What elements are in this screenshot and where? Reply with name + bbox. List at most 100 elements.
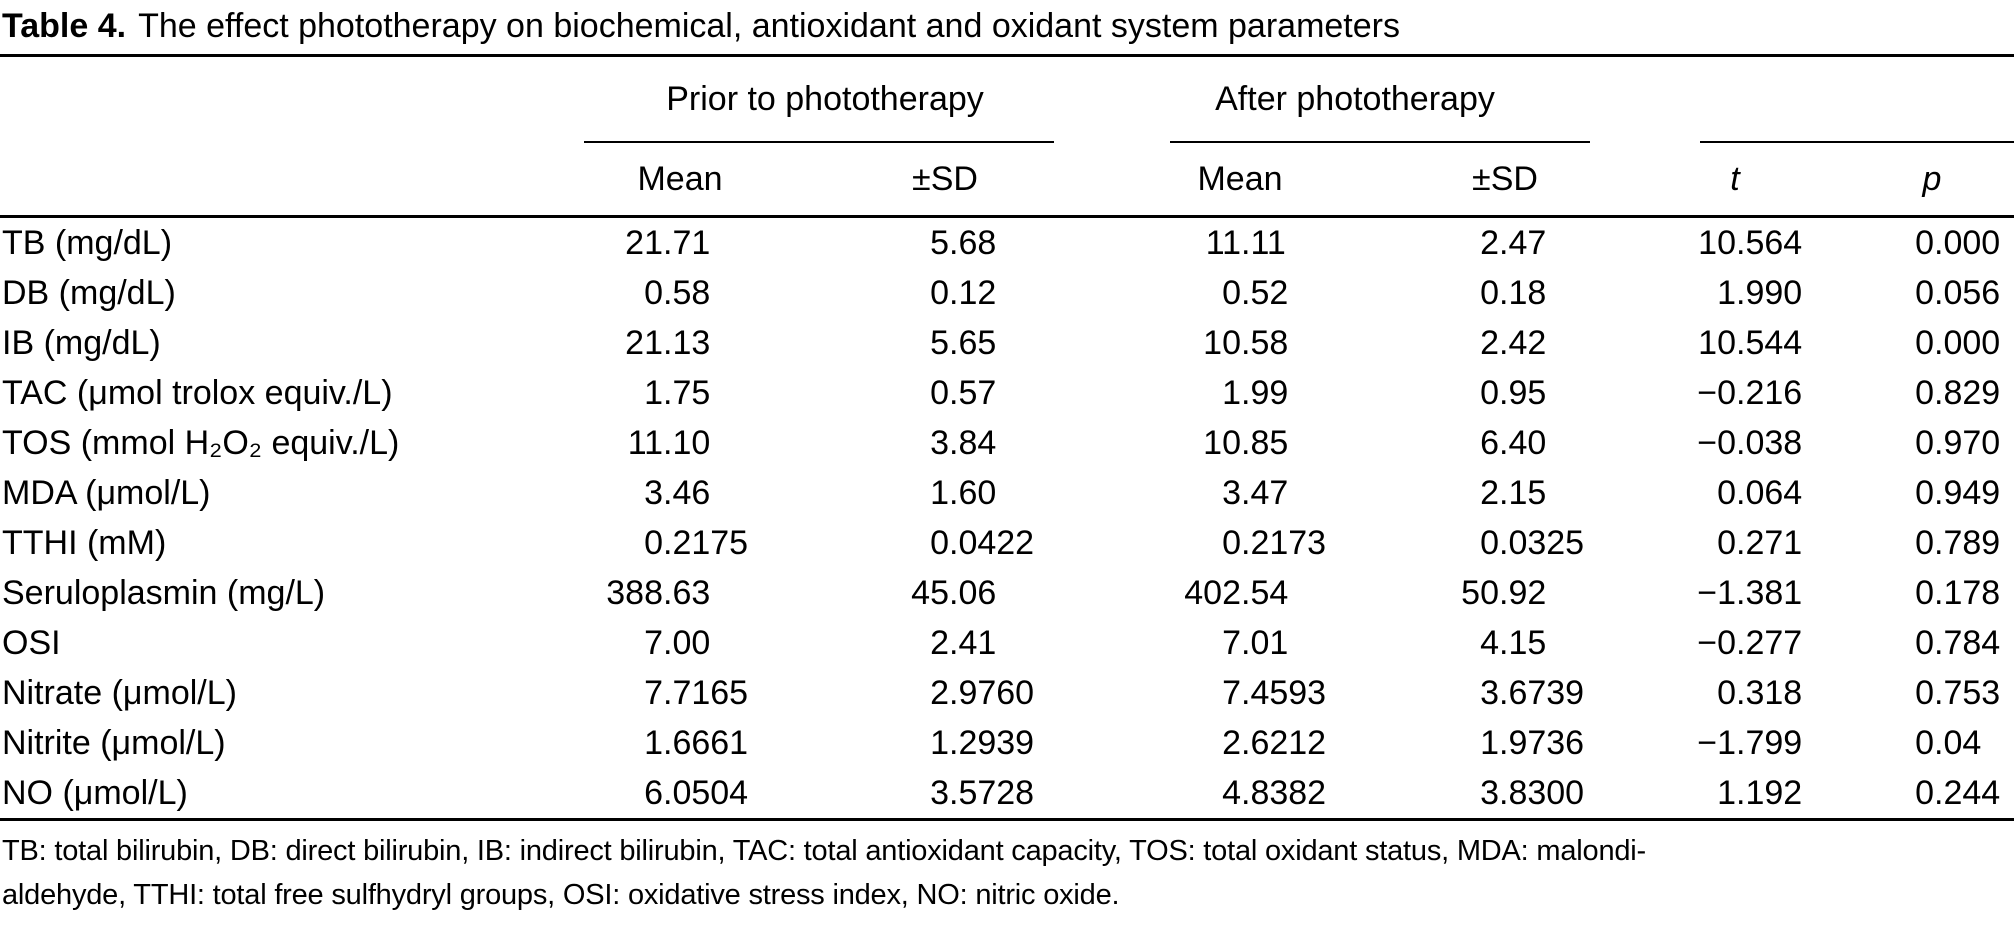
cell-after-mean: 402.54 xyxy=(1184,574,1289,612)
cell-after-mean: 2.6212 xyxy=(1222,724,1327,762)
cell-p-value: 0.000 xyxy=(1915,324,2001,362)
cell-after-mean: 10.58 xyxy=(1203,324,1289,362)
row-label: OSI xyxy=(2,624,61,662)
table-row: TB (mg/dL) 21.71 5.68 11.11 2.47 10.564 0.000 xyxy=(0,217,2014,269)
cell-prior-mean: 3.46 xyxy=(644,474,711,512)
cell-prior-mean: 1.75 xyxy=(644,374,711,412)
table-row: TTHI (mM) 0.2175 0.0422 0.2173 0.0325 0.271 0.… xyxy=(0,518,2014,568)
cell-prior-sd: 0.57 xyxy=(930,374,997,412)
cell-p-value: 0.056 xyxy=(1915,274,2001,312)
cell-t-value: −0.216 xyxy=(1697,374,1803,412)
cell-p-value: 0.789 xyxy=(1915,524,2001,562)
empty-corner-cell xyxy=(0,57,560,143)
row-label: NO (μmol/L) xyxy=(2,774,188,812)
row-label: TB (mg/dL) xyxy=(2,224,173,262)
row-label: DB (mg/dL) xyxy=(2,274,176,312)
cell-t-value: −0.038 xyxy=(1697,424,1803,462)
cell-after-sd: 1.9736 xyxy=(1480,724,1585,762)
cell-prior-sd: 1.2939 xyxy=(930,724,1035,762)
cell-t-value: 0.318 xyxy=(1717,674,1803,712)
cell-t-value: −0.277 xyxy=(1697,624,1803,662)
cell-p-value: 0.04 xyxy=(1915,724,1982,762)
table-row: Nitrate (μmol/L) 7.7165 2.9760 7.4593 3.6739… xyxy=(0,668,2014,718)
subheader-row: Mean ±SD Mean ±SD t p xyxy=(0,143,2014,218)
group-header-row: Prior to phototherapy After phototherapy xyxy=(0,57,2014,143)
cell-prior-mean: 0.2175 xyxy=(644,524,749,562)
cell-after-mean: 11.11 xyxy=(1205,224,1286,262)
parameters-table: Prior to phototherapy After phototherapy… xyxy=(0,57,2014,818)
cell-after-mean: 10.85 xyxy=(1203,424,1289,462)
cell-after-mean: 1.99 xyxy=(1222,374,1289,412)
cell-after-sd: 0.18 xyxy=(1480,274,1547,312)
cell-after-mean: 0.52 xyxy=(1222,274,1289,312)
table-footnote: TB: total bilirubin, DB: direct bilirubi… xyxy=(0,829,2014,917)
table-row: Nitrite (μmol/L) 1.6661 1.2939 2.6212 1.9736… xyxy=(0,718,2014,768)
cell-after-mean: 4.8382 xyxy=(1222,774,1327,812)
cell-t-value: −1.381 xyxy=(1697,574,1803,612)
cell-prior-sd: 0.0422 xyxy=(930,524,1035,562)
table-body: TB (mg/dL) 21.71 5.68 11.11 2.47 10.564 0.000 D… xyxy=(0,217,2014,819)
group-stats-rule xyxy=(1700,141,2014,143)
row-label: Nitrate (μmol/L) xyxy=(2,674,237,712)
col-header-t: t xyxy=(1620,143,1850,218)
table-row: DB (mg/dL) 0.58 0.12 0.52 0.18 1.990 0.056 xyxy=(0,268,2014,318)
group-after-rule xyxy=(1170,141,1590,143)
cell-after-mean: 7.01 xyxy=(1222,624,1289,662)
cell-prior-mean: 6.0504 xyxy=(644,774,749,812)
cell-p-value: 0.829 xyxy=(1915,374,2001,412)
table-number: Table 4. xyxy=(2,7,127,45)
table-row: MDA (μmol/L) 3.46 1.60 3.47 2.15 0.064 0.949 xyxy=(0,468,2014,518)
cell-after-mean: 0.2173 xyxy=(1222,524,1327,562)
table-row: TOS (mmol H₂O₂ equiv./L) 11.10 3.84 10.85 6.… xyxy=(0,418,2014,468)
cell-after-sd: 0.95 xyxy=(1480,374,1547,412)
cell-after-sd: 2.15 xyxy=(1480,474,1547,512)
cell-after-sd: 2.47 xyxy=(1480,224,1547,262)
cell-prior-sd: 3.5728 xyxy=(930,774,1035,812)
cell-prior-mean: 21.71 xyxy=(625,224,711,262)
cell-prior-mean: 11.10 xyxy=(627,424,711,462)
cell-t-value: 0.064 xyxy=(1717,474,1803,512)
cell-prior-mean: 21.13 xyxy=(625,324,711,362)
cell-t-value: 10.544 xyxy=(1698,324,1803,362)
bottom-rule xyxy=(0,818,2014,821)
group-stats-label xyxy=(1620,57,2014,141)
cell-prior-mean: 0.58 xyxy=(644,274,711,312)
cell-prior-sd: 2.41 xyxy=(930,624,997,662)
table-row: TAC (μmol trolox equiv./L) 1.75 0.57 1.99 0.… xyxy=(0,368,2014,418)
col-header-after-sd: ±SD xyxy=(1390,143,1620,218)
cell-after-sd: 6.40 xyxy=(1480,424,1547,462)
row-label: IB (mg/dL) xyxy=(2,324,161,362)
cell-prior-sd: 5.68 xyxy=(930,224,997,262)
cell-after-sd: 2.42 xyxy=(1480,324,1547,362)
cell-after-sd: 3.6739 xyxy=(1480,674,1585,712)
cell-p-value: 0.244 xyxy=(1915,774,2001,812)
cell-prior-mean: 7.7165 xyxy=(644,674,749,712)
group-after-label: After phototherapy xyxy=(1215,79,1495,118)
top-rule xyxy=(0,54,2014,57)
table-caption: Table 4. The effect phototherapy on bioch… xyxy=(0,0,2014,50)
cell-t-value: 10.564 xyxy=(1698,224,1803,262)
cell-p-value: 0.000 xyxy=(1915,224,2001,262)
table-row: OSI 7.00 2.41 7.01 4.15 −0.277 0.784 xyxy=(0,618,2014,668)
row-label: TOS (mmol H₂O₂ equiv./L) xyxy=(2,424,400,462)
cell-after-sd: 4.15 xyxy=(1480,624,1547,662)
row-label: TTHI (mM) xyxy=(2,524,167,562)
group-after: After phototherapy xyxy=(1090,57,1620,143)
row-label: TAC (μmol trolox equiv./L) xyxy=(2,374,393,412)
cell-prior-sd: 5.65 xyxy=(930,324,997,362)
cell-p-value: 0.753 xyxy=(1915,674,2001,712)
cell-prior-sd: 2.9760 xyxy=(930,674,1035,712)
cell-t-value: 1.192 xyxy=(1717,774,1803,812)
row-label: Nitrite (μmol/L) xyxy=(2,724,226,762)
cell-p-value: 0.949 xyxy=(1915,474,2001,512)
footnote-line-1: TB: total bilirubin, DB: direct bilirubi… xyxy=(2,835,1647,867)
cell-t-value: −1.799 xyxy=(1697,724,1803,762)
cell-after-sd: 0.0325 xyxy=(1480,524,1585,562)
cell-p-value: 0.970 xyxy=(1915,424,2001,462)
cell-after-sd: 50.92 xyxy=(1461,574,1547,612)
cell-t-value: 0.271 xyxy=(1717,524,1803,562)
group-prior-rule xyxy=(584,141,1054,143)
cell-prior-sd: 45.06 xyxy=(911,574,997,612)
col-header-p: p xyxy=(1850,143,2014,218)
